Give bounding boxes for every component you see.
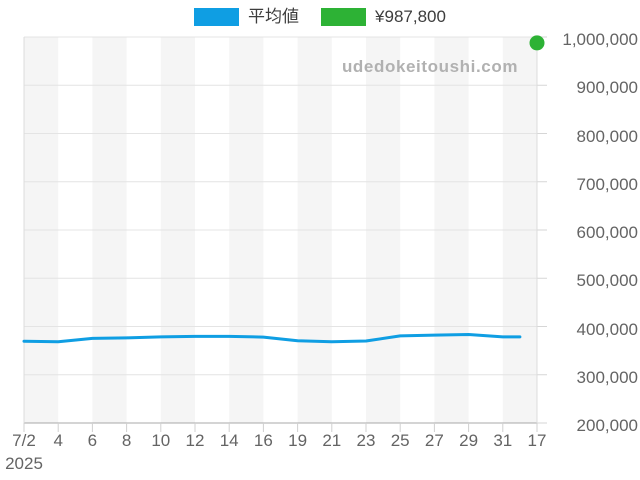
x-axis-date: 27 (424, 431, 444, 450)
x-axis-date: 7/2 (12, 431, 36, 450)
y-axis-tick-label: 1,000,000 (562, 30, 638, 49)
x-axis-tick-label: 12 (161, 431, 229, 451)
y-axis-tick-label: 300,000 (576, 367, 638, 387)
x-axis-date: 16 (253, 431, 273, 450)
legend-swatch-icon (194, 8, 240, 26)
legend-item-1[interactable]: ¥987,800 (321, 7, 446, 27)
x-axis-tick-label: 31 (469, 431, 537, 451)
x-axis-year-label: 2025 (5, 454, 43, 473)
x-axis-date: 4 (53, 431, 63, 450)
x-axis-date: 10 (151, 431, 171, 450)
legend-swatch-icon (321, 8, 367, 26)
x-axis-date: 14 (219, 431, 239, 450)
x-axis-tick-label: 21 (298, 431, 366, 451)
x-axis-tick-label: 25 (366, 431, 434, 451)
average-price-line[interactable] (22, 332, 522, 344)
x-axis-date: 19 (288, 431, 308, 450)
x-axis-tick-label: 10 (127, 431, 195, 451)
x-axis-tick-label: 7/2 2025 (0, 431, 58, 474)
y-axis-tick-label: 400,000 (576, 319, 638, 339)
y-axis-tick-label: 800,000 (576, 126, 638, 146)
chart-legend: 平均値 ¥987,800 (0, 7, 640, 27)
legend-label: ¥987,800 (375, 7, 446, 26)
x-axis-date: 8 (121, 431, 132, 450)
x-axis-tick-label: 29 (435, 431, 503, 451)
x-axis-tick-label: 27 (400, 431, 468, 451)
x-axis-tick-label: 17 (503, 431, 571, 451)
x-axis-tick-label: 19 (264, 431, 332, 451)
y-axis-tick-label: 500,000 (576, 271, 638, 291)
x-axis-date: 17 (527, 431, 547, 450)
legend-label: 平均値 (248, 7, 300, 26)
x-axis-date: 31 (493, 431, 513, 450)
x-axis-tick-label: 6 (58, 431, 126, 451)
x-axis-date: 23 (356, 431, 376, 450)
x-axis-tick-label: 23 (332, 431, 400, 451)
y-axis-tick-label: 600,000 (576, 223, 638, 242)
x-axis-date: 29 (459, 431, 479, 450)
y-axis-tick-label: 200,000 (576, 416, 638, 435)
x-axis-date: 6 (87, 431, 98, 450)
y-axis-tick-label: 900,000 (576, 78, 638, 98)
x-axis-date: 12 (185, 431, 205, 450)
x-axis-tick-label: 8 (93, 431, 161, 451)
x-axis-tick-label: 4 (24, 431, 92, 451)
y-axis-tick-label: 700,000 (576, 174, 638, 194)
x-axis-date: 25 (390, 431, 410, 450)
x-axis-tick-label: 14 (195, 431, 263, 451)
current-price-point[interactable] (529, 35, 545, 51)
x-axis-tick-label: 16 (229, 431, 297, 451)
legend-item-0[interactable]: 平均値 (194, 7, 299, 27)
x-axis-date: 21 (322, 431, 342, 450)
